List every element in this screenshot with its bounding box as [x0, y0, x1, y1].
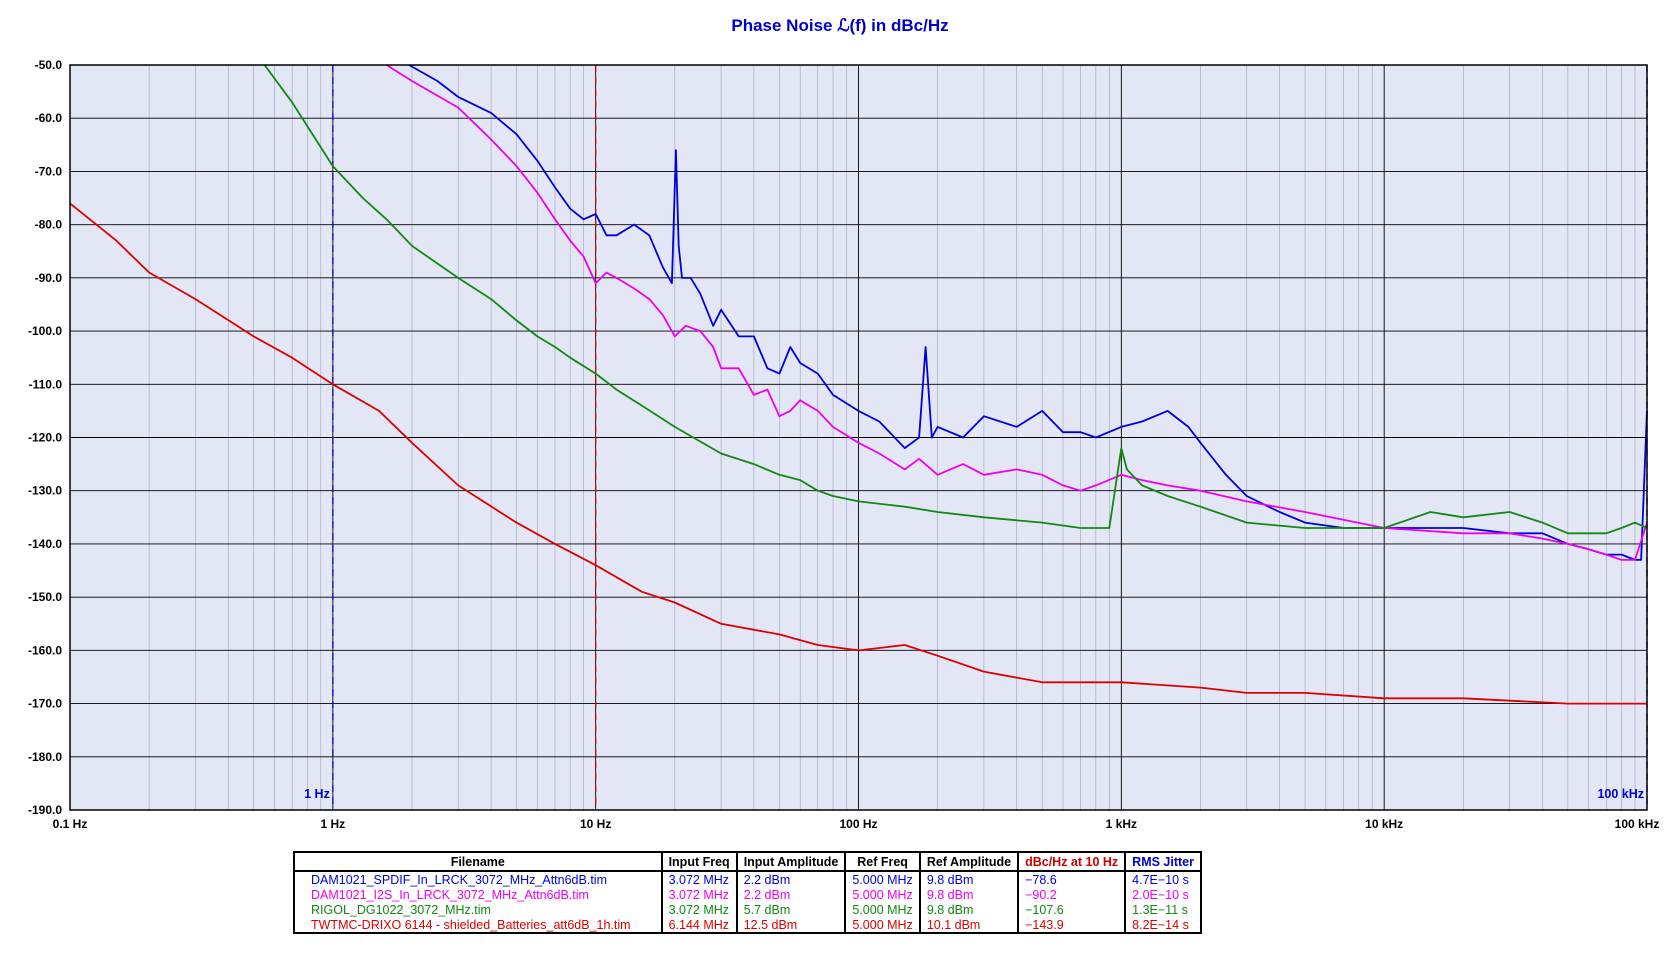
legend-body: DAM1021_SPDIF_In_LRCK_3072_MHz_Attn6dB.t…	[293, 871, 1202, 934]
chart-title: Phase Noise ℒ(f) in dBc/Hz	[731, 16, 949, 35]
series-line-2	[263, 64, 1648, 535]
y-tick-label: -170.0	[28, 697, 62, 711]
y-tick-label: -90.0	[35, 271, 63, 285]
y-axis-tick-labels: -50.0 -60.0 -70.0 -80.0 -90.0 -100.0 -110.0 -12…	[28, 58, 62, 817]
table-row: DAM1021_SPDIF_In_LRCK_3072_MHz_Attn6dB.t…	[293, 871, 1202, 887]
table-header-cell: Filename	[293, 851, 663, 872]
table-header-cell: RMS Jitter	[1124, 851, 1202, 872]
table-cell: 9.8 dBm	[918, 902, 1020, 917]
table-cell: 9.8 dBm	[918, 871, 1020, 887]
x-tick-label: 100 kHz	[1615, 817, 1660, 831]
x-axis-tick-labels: 0.1 Hz 1 Hz 10 Hz 100 Hz 1 kHz 10 kHz 100 kHz	[53, 817, 1660, 831]
table-cell: −107.6	[1017, 902, 1127, 917]
table-cell: 9.8 dBm	[918, 887, 1020, 902]
table-header-cell: Input Freq	[660, 851, 738, 872]
y-tick-label: -160.0	[28, 643, 62, 657]
table-cell: 6.144 MHz	[660, 917, 738, 934]
table-cell: 5.7 dBm	[735, 902, 847, 917]
y-tick-label: -110.0	[29, 377, 63, 391]
table-row: TWTMC-DRIXO 6144 - shielded_Batteries_at…	[293, 917, 1202, 934]
table-header-cell: Input Amplitude	[735, 851, 847, 872]
phase-noise-plot: -50.0 -60.0 -70.0 -80.0 -90.0 -100.0 -110.0 -12…	[28, 58, 1660, 831]
table-cell: RIGOL_DG1022_3072_MHz.tim	[293, 902, 663, 917]
y-tick-label: -180.0	[28, 750, 62, 764]
y-tick-label: -190.0	[28, 803, 62, 817]
y-tick-label: -100.0	[28, 324, 62, 338]
table-cell: 1.3E−11 s	[1124, 902, 1202, 917]
table-cell: −90.2	[1017, 887, 1127, 902]
legend-table: Filename Input Freq Input Amplitude Ref Fre…	[293, 851, 1202, 934]
table-cell: 10.1 dBm	[918, 917, 1020, 934]
table-row: DAM1021_I2S_In_LRCK_3072_MHz_Attn6dB.tim…	[293, 887, 1202, 902]
x-tick-label: 1 Hz	[320, 817, 345, 831]
table-cell: 2.2 dBm	[735, 887, 847, 902]
table-cell: 3.072 MHz	[660, 887, 738, 902]
x-tick-label: 100 Hz	[839, 817, 877, 831]
x-tick-label: 0.1 Hz	[53, 817, 88, 831]
table-cell: 5.000 MHz	[844, 871, 921, 887]
y-tick-label: -140.0	[28, 537, 62, 551]
table-cell: 8.2E−14 s	[1124, 917, 1202, 934]
y-tick-label: -120.0	[28, 431, 62, 445]
x-tick-label: 10 kHz	[1365, 817, 1403, 831]
plot-area-border	[69, 64, 1648, 811]
table-cell: 2.2 dBm	[735, 871, 847, 887]
table-cell: 2.0E−10 s	[1124, 887, 1202, 902]
table-cell: TWTMC-DRIXO 6144 - shielded_Batteries_at…	[293, 917, 663, 934]
x-tick-label: 10 Hz	[580, 817, 611, 831]
table-header-cell: Ref Freq	[844, 851, 921, 872]
marker-label: 1 Hz	[304, 787, 330, 801]
marker-label: 100 kHz	[1597, 787, 1644, 801]
legend-header-row: Filename Input Freq Input Amplitude Ref Fre…	[293, 851, 1202, 872]
y-tick-label: -150.0	[28, 590, 62, 604]
table-cell: −143.9	[1017, 917, 1127, 934]
table-cell: 3.072 MHz	[660, 902, 738, 917]
table-header-cell: dBc/Hz at 10 Hz	[1017, 851, 1127, 872]
table-header-cell: Ref Amplitude	[918, 851, 1020, 872]
y-tick-label: -130.0	[28, 484, 62, 498]
table-cell: DAM1021_SPDIF_In_LRCK_3072_MHz_Attn6dB.t…	[293, 871, 663, 887]
table-cell: 5.000 MHz	[844, 917, 921, 934]
x-tick-label: 1 kHz	[1106, 817, 1137, 831]
table-cell: 12.5 dBm	[735, 917, 847, 934]
table-cell: −78.6	[1017, 871, 1127, 887]
y-tick-label: -60.0	[35, 111, 63, 125]
series-line-1	[386, 64, 1648, 561]
table-row: RIGOL_DG1022_3072_MHz.tim 3.072 MHz 5.7 dB…	[293, 902, 1202, 917]
series-line-3	[69, 202, 1647, 705]
table-cell: 3.072 MHz	[660, 871, 738, 887]
y-tick-label: -80.0	[35, 218, 63, 232]
table-cell: 5.000 MHz	[844, 887, 921, 902]
table-cell: 5.000 MHz	[844, 902, 921, 917]
series-group	[69, 64, 1648, 705]
marker-labels: 1 Hz 100 kHz	[304, 787, 1644, 801]
y-tick-label: -50.0	[35, 58, 63, 72]
table-cell: DAM1021_I2S_In_LRCK_3072_MHz_Attn6dB.tim	[293, 887, 663, 902]
y-tick-label: -70.0	[35, 164, 63, 178]
table-cell: 4.7E−10 s	[1124, 871, 1202, 887]
